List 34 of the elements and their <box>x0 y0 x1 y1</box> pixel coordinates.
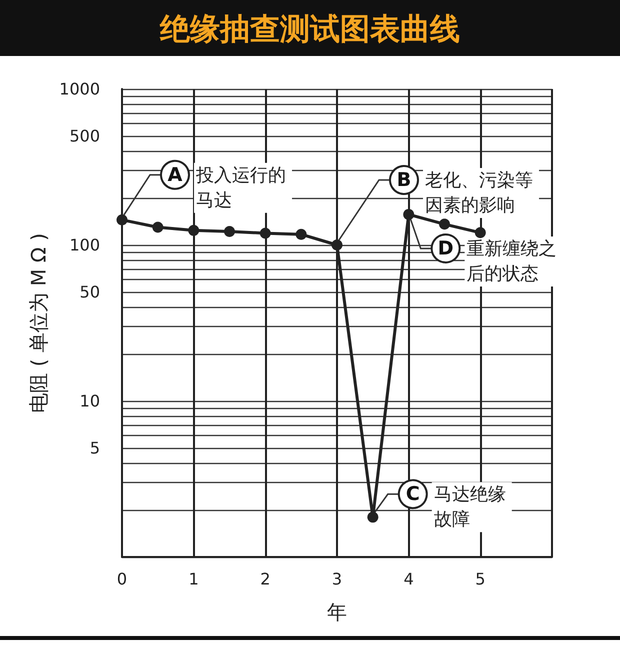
x-tick-label: 5 <box>475 570 486 588</box>
point <box>403 208 414 220</box>
annotation: 马达绝缘故障 <box>434 484 506 530</box>
point <box>474 227 486 238</box>
x-tick-label: 3 <box>332 570 342 588</box>
point <box>296 228 307 240</box>
y-tick-label: 100 <box>69 236 100 254</box>
chart-title: 绝缘抽查测试图表曲线 <box>0 0 620 56</box>
x-tick-label: 1 <box>188 570 199 588</box>
x-tick-label: 2 <box>260 570 270 588</box>
y-tick-label: 10 <box>80 392 100 410</box>
annotation: C <box>406 483 420 506</box>
point <box>116 214 128 226</box>
x-axis-title: 年 <box>327 600 347 624</box>
y-tick-label: 50 <box>80 282 100 302</box>
annotation: 重新缠绕之后的状态 <box>466 238 557 284</box>
annotation: 老化、污染等因素的影响 <box>425 170 533 216</box>
annotation: B <box>396 169 412 191</box>
annotation: D <box>438 237 454 260</box>
point <box>332 240 342 250</box>
x-tick-label: 0 <box>116 570 128 588</box>
point <box>224 226 235 238</box>
y-tick-label: 1000 <box>59 80 100 98</box>
y-tick-label: 500 <box>69 126 100 146</box>
y-tick-label: 5 <box>90 438 100 458</box>
annotation: 投入运行的马达 <box>195 164 286 211</box>
y-axis-title: 电阻 ( 单位为 M Ω ) <box>26 233 50 413</box>
point <box>188 224 200 236</box>
point <box>439 218 450 230</box>
annotation: A <box>168 164 183 186</box>
point <box>260 228 271 239</box>
point <box>152 222 164 233</box>
x-tick-label: 4 <box>404 570 414 588</box>
point <box>367 512 378 523</box>
